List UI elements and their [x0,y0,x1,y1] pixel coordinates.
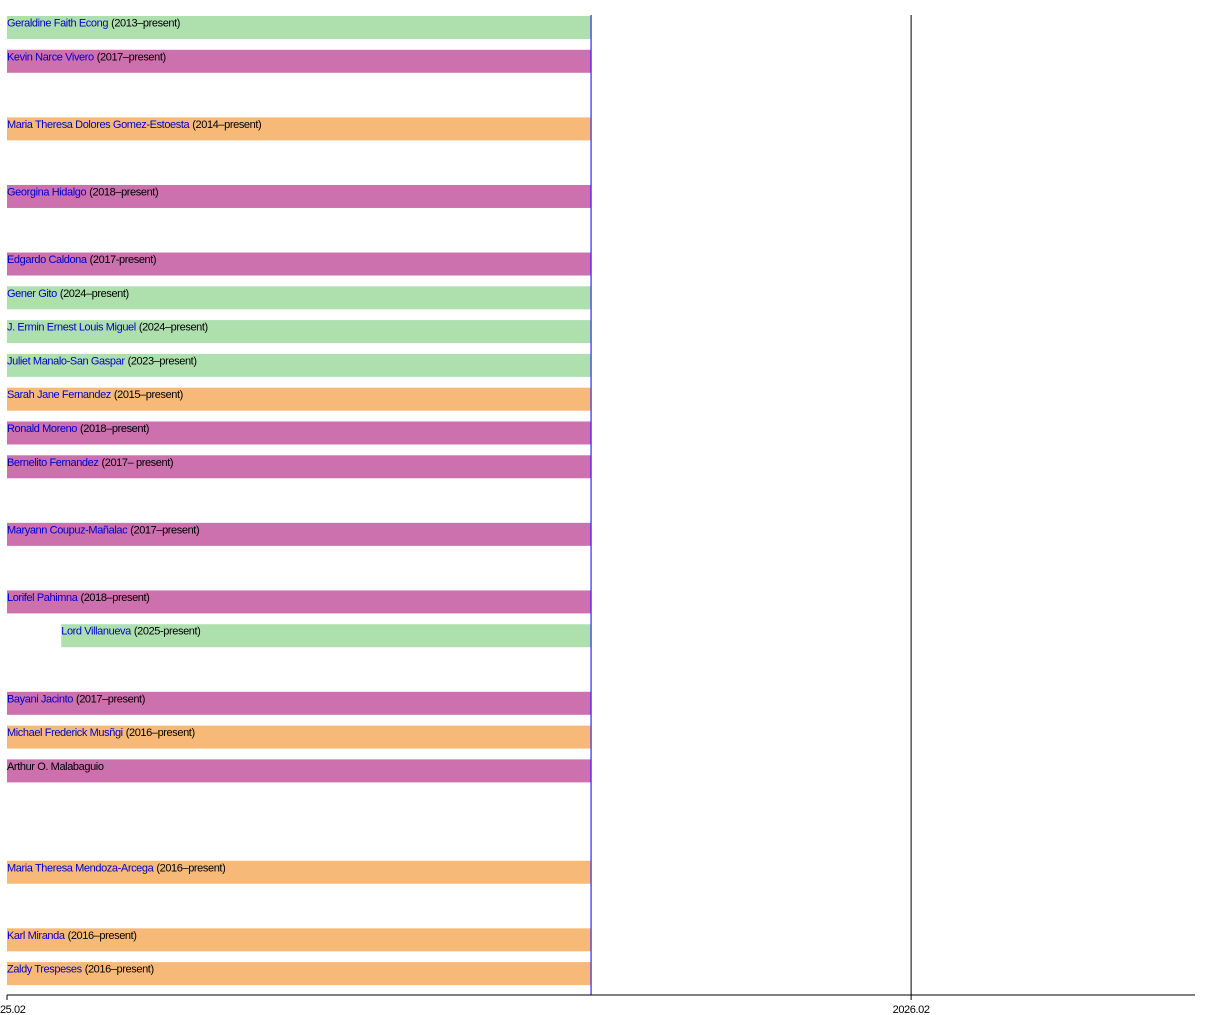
bar [7,286,592,310]
bar-label: Karl Miranda (2016–present) [7,930,137,942]
bar [7,691,592,715]
bar-label: Ronald Moreno (2018–present) [7,423,149,435]
bar-label: Lord Villanueva (2025-present) [61,626,200,638]
person-link[interactable]: Edgardo Caldona [7,254,88,266]
period: (2014–present) [192,119,261,131]
person-name: Arthur O. Malabaguio [7,761,104,773]
bar [61,624,592,648]
bar [7,16,592,39]
period: (2016–present) [126,727,195,739]
person-link[interactable]: Lord Villanueva [61,626,132,638]
person-link[interactable]: Lorifel Pahimna [7,592,79,604]
bar-label: Gener Gito (2024–present) [7,288,129,300]
period: (2024–present) [60,288,129,300]
bar-label: Maryann Coupuz-Mañalac (2017–present) [7,524,199,536]
period: (2016–present) [85,964,154,976]
bar-label: Juliet Manalo-San Gaspar (2023–present) [7,355,197,367]
bar-label: Lorifel Pahimna (2018–present) [7,592,149,604]
period: (2017-present) [90,254,157,266]
bar-label: J. Ermin Ernest Louis Miguel (2024–presen… [7,322,208,334]
person-link[interactable]: Maryann Coupuz-Mañalac [7,524,129,536]
period: (2016–present) [156,862,225,874]
bar-label: Edgardo Caldona (2017-present) [7,254,156,266]
bar-label: Kevin Narce Vivero (2017–present) [7,51,166,63]
person-link[interactable]: Georgina Hidalgo [7,186,87,198]
bar-label: Georgina Hidalgo (2018–present) [7,186,158,198]
person-link[interactable]: Maria Theresa Mendoza-Arcega [7,862,155,874]
bar [7,725,592,749]
person-link[interactable]: J. Ermin Ernest Louis Miguel [7,322,136,334]
bar [7,860,592,884]
bar [7,455,592,479]
person-link[interactable]: Sarah Jane Fernandez [7,389,111,401]
person-link[interactable]: Bayani Jacinto [7,693,74,705]
person-link[interactable]: Geraldine Faith Econg [7,18,109,30]
bar [7,184,592,208]
period: (2013–present) [111,18,180,30]
bar [7,928,592,952]
person-link[interactable]: Juliet Manalo-San Gaspar [7,355,126,367]
bar-label: Zaldy Trespeses (2016–present) [7,964,154,976]
bar [7,962,592,986]
period: (2017– present) [101,457,173,469]
period: (2024–present) [139,322,208,334]
period: (2016–present) [68,930,137,942]
bar-label: Sarah Jane Fernandez (2015–present) [7,389,183,401]
bar [7,387,592,411]
period: (2015–present) [114,389,183,401]
bar [7,421,592,445]
period: (2023–present) [128,355,197,367]
bar-label: Geraldine Faith Econg (2013–present) [7,18,180,30]
period: (2017–present) [130,524,199,536]
person-link[interactable]: Zaldy Trespeses [7,964,83,976]
period: (2018–present) [80,592,149,604]
bar-label: Bernelito Fernandez (2017– present) [7,457,173,469]
x-tick-label: 2025.02 [0,1004,26,1015]
period: (2017–present) [76,693,145,705]
bar [7,117,592,141]
bar [7,320,592,344]
person-link[interactable]: Ronald Moreno [7,423,78,435]
bar-label: Bayani Jacinto (2017–present) [7,693,145,705]
bar-label: Michael Frederick Musñgi (2016–present) [7,727,195,739]
x-tick-label: 2026.02 [893,1004,930,1015]
period: (2018–present) [89,186,158,198]
period: (2017–present) [97,51,166,63]
person-link[interactable]: Bernelito Fernandez [7,457,99,469]
bar-label: Maria Theresa Dolores Gomez-Estoesta (201… [7,119,261,131]
person-link[interactable]: Michael Frederick Musñgi [7,727,123,739]
bar [7,353,592,377]
bar [7,759,592,783]
person-link[interactable]: Kevin Narce Vivero [7,51,94,63]
bar [7,252,592,276]
period: (2025-present) [134,626,201,638]
period: (2018–present) [80,423,149,435]
bar [7,522,592,546]
bar [7,590,592,614]
bar [7,49,592,73]
person-link[interactable]: Karl Miranda [7,930,66,942]
bar-label: Arthur O. Malabaguio [7,761,104,773]
bar-label: Maria Theresa Mendoza-Arcega (2016–presen… [7,862,225,874]
person-link[interactable]: Gener Gito [7,288,57,300]
person-link[interactable]: Maria Theresa Dolores Gomez-Estoesta [7,119,191,131]
